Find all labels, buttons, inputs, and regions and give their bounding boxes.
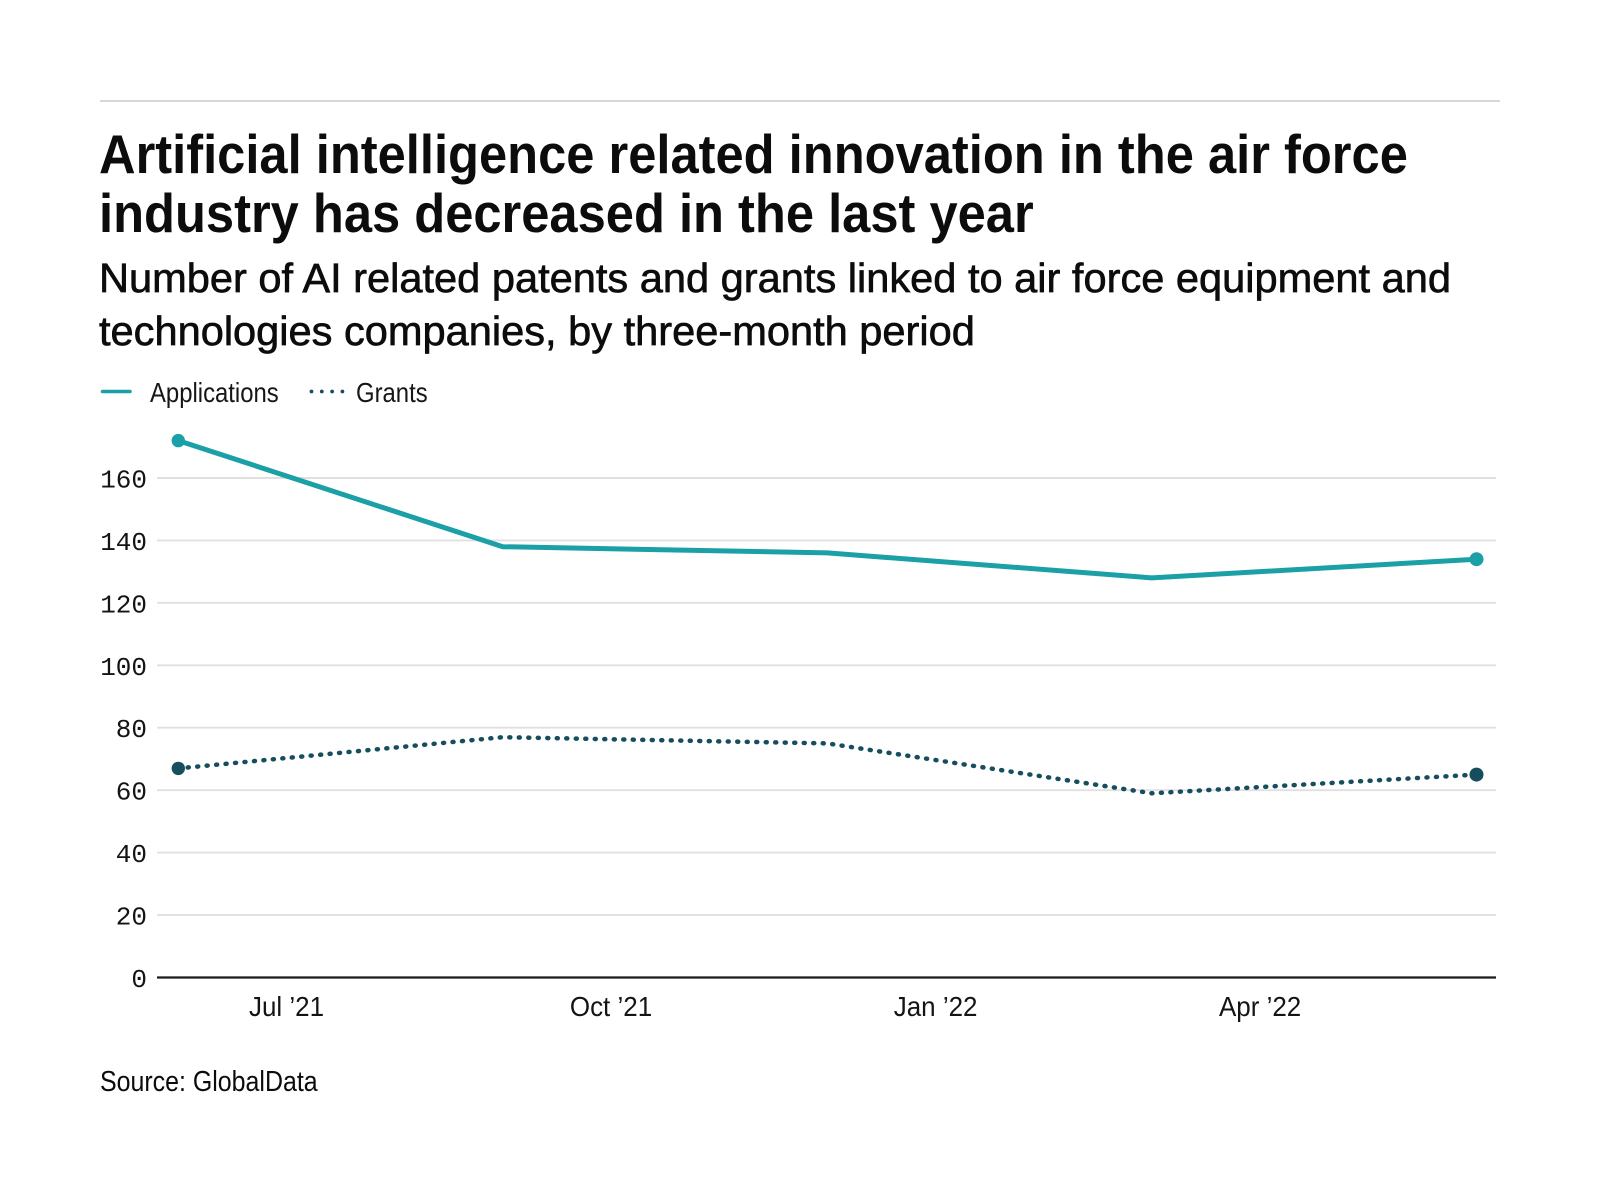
- svg-text:Oct ’21: Oct ’21: [570, 991, 652, 1022]
- svg-text:120: 120: [100, 590, 147, 620]
- svg-text:0: 0: [131, 965, 147, 995]
- svg-text:Apr ’22: Apr ’22: [1219, 991, 1301, 1022]
- svg-text:20: 20: [116, 903, 147, 933]
- svg-text:100: 100: [100, 653, 147, 683]
- svg-text:160: 160: [100, 466, 147, 496]
- svg-text:40: 40: [116, 840, 147, 870]
- svg-text:80: 80: [116, 715, 147, 745]
- svg-text:Jul ’21: Jul ’21: [249, 991, 324, 1022]
- svg-text:140: 140: [100, 528, 147, 558]
- svg-text:Jan ’22: Jan ’22: [894, 991, 978, 1022]
- svg-text:60: 60: [116, 778, 147, 808]
